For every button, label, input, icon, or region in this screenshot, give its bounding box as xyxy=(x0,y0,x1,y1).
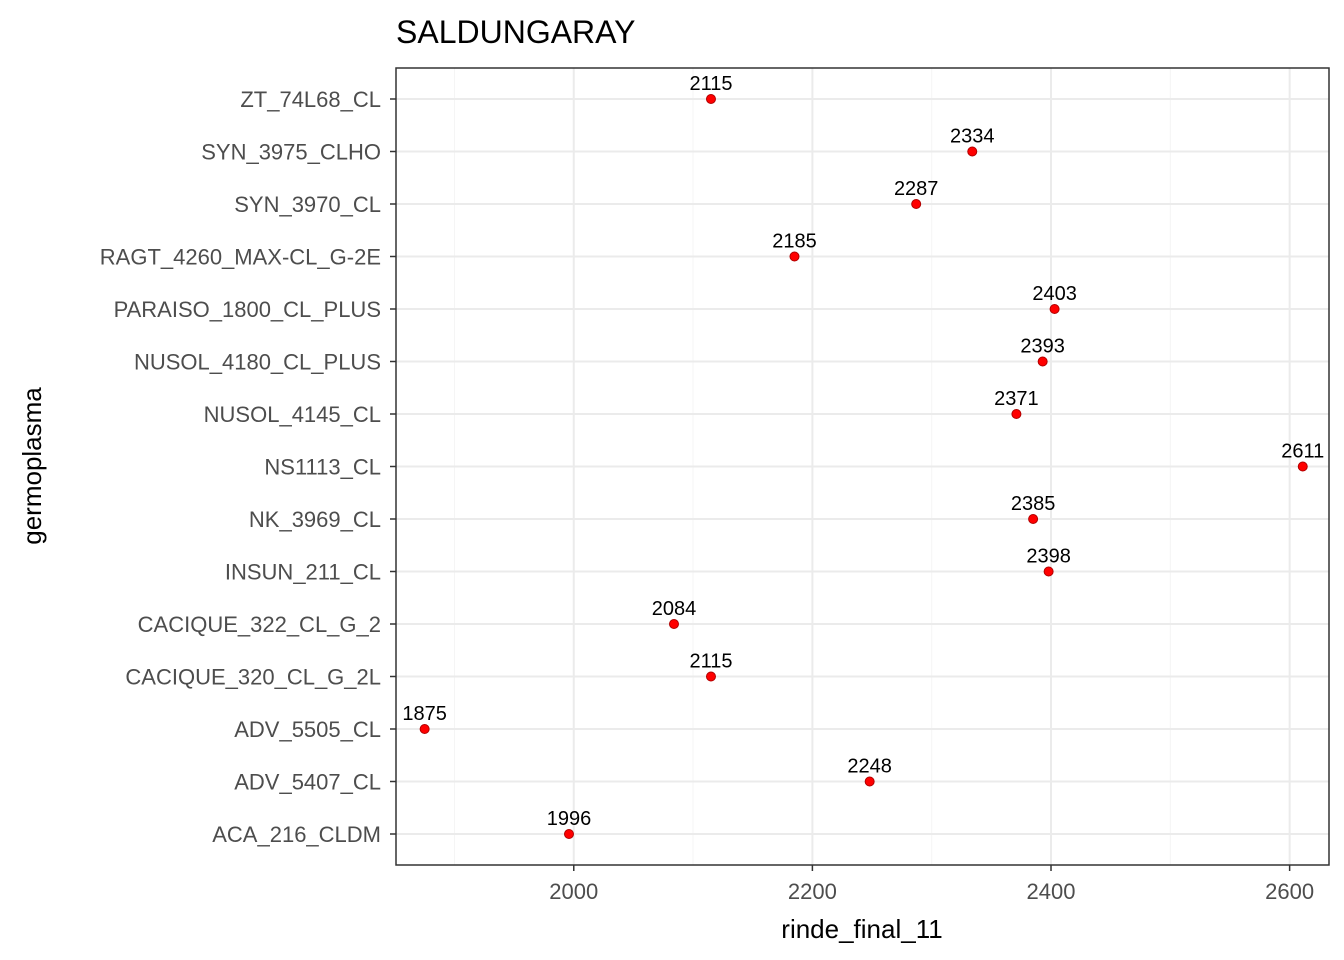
data-label: 2185 xyxy=(772,231,817,253)
data-label: 2611 xyxy=(1281,441,1324,463)
data-label: 2393 xyxy=(1020,336,1065,358)
x-axis-ticks: 2000 2200 2400 2600 xyxy=(549,865,1314,904)
data-label: 2398 xyxy=(1026,546,1071,568)
chart-title: SALDUNGARAY xyxy=(396,14,635,50)
y-tick-label: ADV_5407_CL xyxy=(234,770,381,795)
data-label: 2115 xyxy=(689,73,732,95)
data-point xyxy=(864,776,875,787)
y-tick-label: ZT_74L68_CL xyxy=(240,87,381,112)
y-tick-label: NK_3969_CL xyxy=(249,507,381,532)
data-label: 2403 xyxy=(1032,283,1077,305)
data-point xyxy=(705,94,716,104)
x-tick-label: 2200 xyxy=(788,879,837,904)
data-label: 2371 xyxy=(994,388,1039,410)
data-label: 2084 xyxy=(652,598,697,620)
data-point xyxy=(1028,514,1039,524)
data-point xyxy=(419,724,430,734)
y-tick-label: CACIQUE_322_CL_G_2 xyxy=(138,612,381,637)
x-tick-label: 2000 xyxy=(549,879,598,904)
y-tick-label: SYN_3975_CLHO xyxy=(201,140,381,165)
y-tick-label: NUSOL_4180_CL_PLUS xyxy=(134,350,381,375)
data-label: 1996 xyxy=(547,808,592,830)
y-tick-label: RAGT_4260_MAX-CL_G-2E xyxy=(100,245,381,270)
data-point xyxy=(911,199,922,209)
y-tick-label: ADV_5505_CL xyxy=(234,717,381,742)
data-point xyxy=(967,146,978,157)
x-tick-label: 2400 xyxy=(1027,879,1076,904)
y-tick-label: SYN_3970_CL xyxy=(234,192,381,217)
y-tick-label: INSUN_211_CL xyxy=(225,560,381,585)
y-axis-title: germoplasma xyxy=(17,387,47,545)
data-point xyxy=(1297,461,1308,472)
y-tick-label: NUSOL_4145_CL xyxy=(204,402,381,427)
data-point xyxy=(1049,304,1060,314)
data-labels: 1996 2248 1875 2115 2084 2398 2385 2611 2371 2393… xyxy=(402,73,1324,830)
data-point xyxy=(1011,409,1022,419)
data-label: 2248 xyxy=(847,756,892,778)
x-axis-title: rinde_final_11 xyxy=(781,914,942,944)
x-tick-label: 2600 xyxy=(1265,879,1314,904)
data-point xyxy=(1037,356,1048,367)
data-label: 2287 xyxy=(894,178,939,200)
y-tick-label: CACIQUE_320_CL_G_2L xyxy=(125,665,381,690)
data-points xyxy=(419,94,1308,839)
data-label: 2115 xyxy=(689,651,732,673)
y-axis-ticks: ACA_216_CLDM ADV_5407_CL ADV_5505_CL CACIQU… xyxy=(100,87,396,847)
data-point xyxy=(789,251,800,262)
y-tick-label: NS1113_CL xyxy=(264,455,381,480)
y-tick-label: PARAISO_1800_CL_PLUS xyxy=(114,297,381,322)
y-tick-label: ACA_216_CLDM xyxy=(212,822,381,847)
data-point xyxy=(705,671,716,682)
major-grid xyxy=(396,68,1329,865)
data-point xyxy=(563,829,574,839)
data-point xyxy=(668,619,679,629)
data-point xyxy=(1043,566,1054,577)
data-label: 2385 xyxy=(1011,493,1056,515)
data-label: 2334 xyxy=(950,126,995,148)
data-label: 1875 xyxy=(402,703,447,725)
